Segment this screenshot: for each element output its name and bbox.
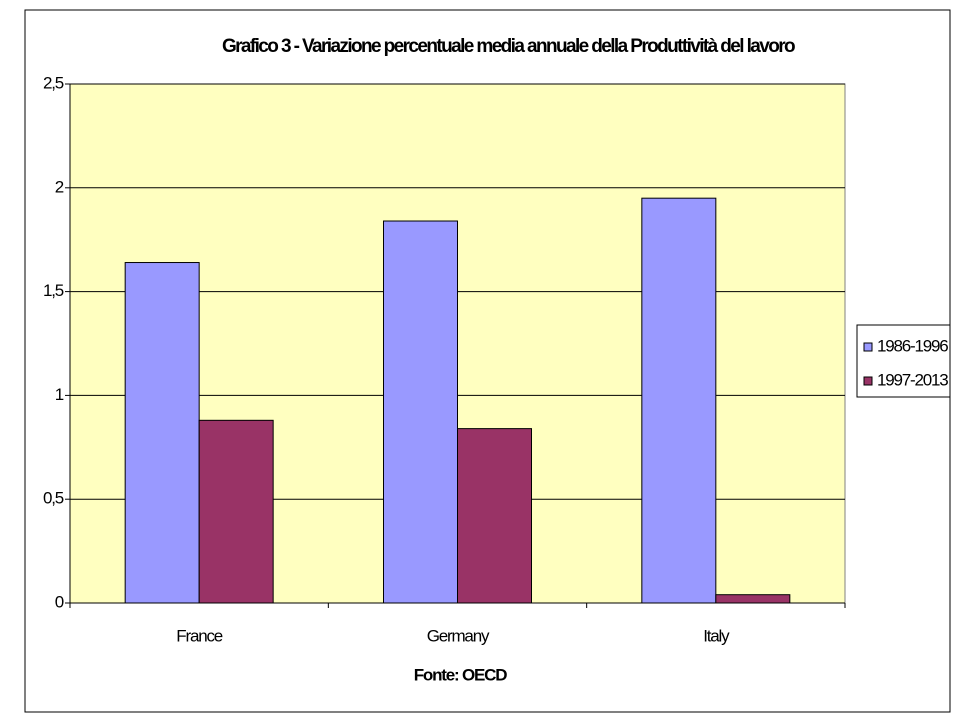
bar bbox=[198, 419, 274, 604]
legend-label: 1997-2013 bbox=[877, 370, 948, 389]
y-tick-label: 1 bbox=[55, 385, 64, 404]
x-axis-label: Fonte: OECD bbox=[414, 665, 507, 684]
y-tick-label: 0,5 bbox=[43, 489, 64, 508]
legend-label: 1986-1996 bbox=[877, 336, 948, 355]
legend-swatch bbox=[863, 342, 873, 352]
x-tick-label: France bbox=[176, 626, 222, 645]
bar bbox=[641, 197, 717, 604]
y-tick-label: 2,5 bbox=[43, 73, 64, 92]
bar bbox=[457, 428, 532, 604]
bar bbox=[124, 262, 200, 604]
bar bbox=[715, 594, 791, 604]
y-tick-label: 1,5 bbox=[43, 281, 64, 300]
y-tick-label: 2 bbox=[55, 177, 64, 196]
legend-swatch bbox=[863, 376, 873, 386]
bar bbox=[383, 220, 458, 604]
x-tick-label: Germany bbox=[427, 626, 490, 645]
chart-title: Grafico 3 - Variazione percentuale media… bbox=[222, 36, 795, 57]
x-tick-label: Italy bbox=[703, 626, 730, 645]
y-tick-label: 0 bbox=[55, 592, 64, 611]
